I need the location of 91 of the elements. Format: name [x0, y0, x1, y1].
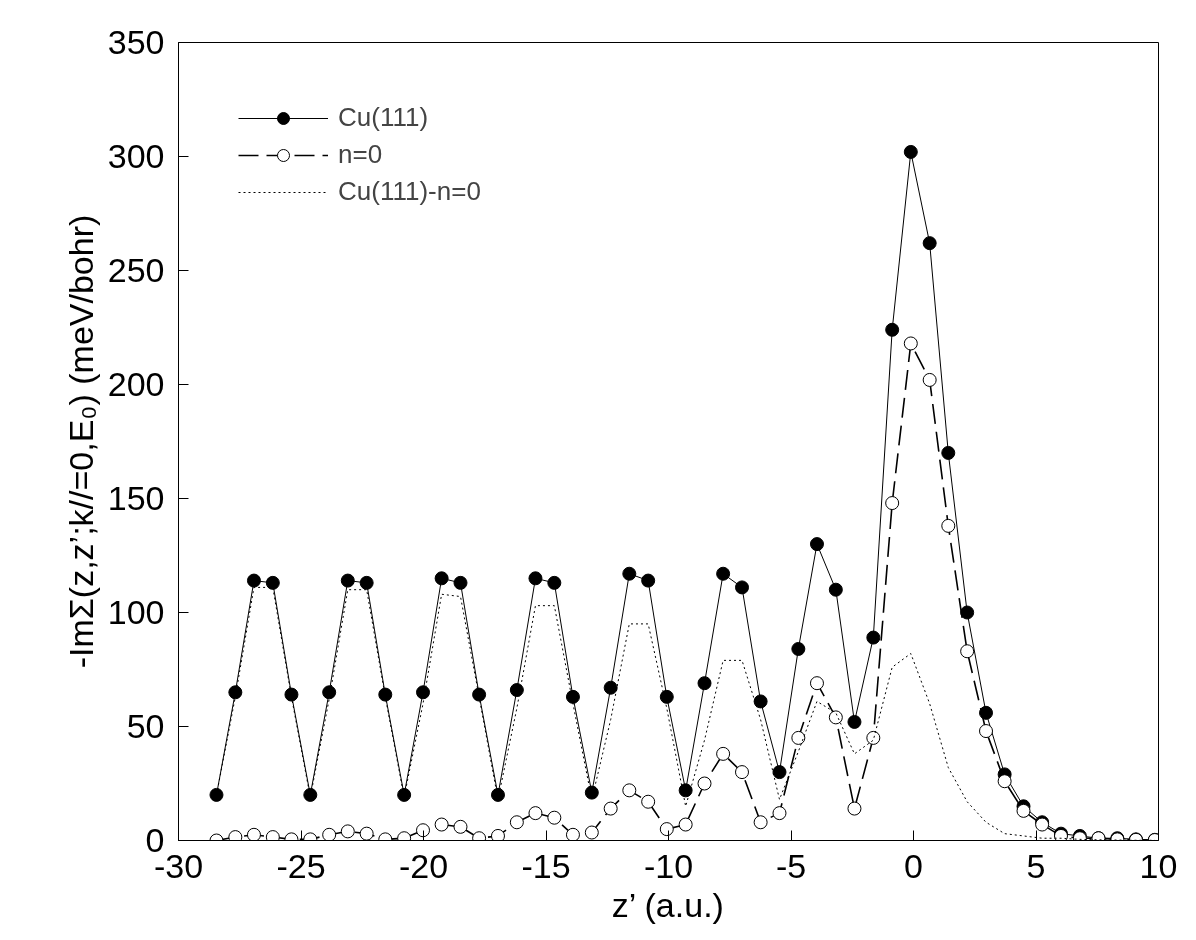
point [453, 575, 468, 590]
point [866, 730, 881, 745]
point [228, 685, 243, 700]
x-tick-label: 5 [1026, 846, 1046, 885]
point [735, 765, 749, 780]
point [922, 236, 937, 251]
point [509, 815, 524, 830]
point [659, 822, 674, 837]
x-tick-label: -25 [276, 846, 326, 885]
y-tick-label: 150 [107, 479, 165, 517]
y-tick-label: 300 [107, 137, 165, 175]
legend-label: Cu(111) [338, 102, 429, 133]
y-tick-label: 200 [107, 365, 165, 403]
y-tick-label: 100 [107, 593, 165, 631]
point [565, 689, 580, 704]
point [866, 630, 881, 645]
point [490, 787, 505, 802]
point [828, 710, 843, 725]
point [584, 785, 599, 800]
point [753, 815, 768, 830]
point [472, 687, 487, 702]
point [565, 827, 580, 841]
point [941, 518, 956, 533]
point [791, 730, 806, 745]
y-tick-label: 50 [126, 707, 165, 745]
point [809, 676, 824, 691]
point [659, 689, 674, 704]
x-tick-label: -10 [643, 846, 694, 885]
point [903, 144, 918, 159]
point [359, 575, 374, 590]
point [397, 787, 412, 802]
point [997, 774, 1012, 789]
point [340, 573, 355, 588]
point [246, 573, 261, 588]
point [416, 685, 431, 700]
x-tick-label: 10 [1139, 846, 1178, 885]
point [735, 580, 749, 595]
point [885, 322, 900, 337]
point [847, 714, 862, 729]
point [284, 687, 299, 702]
point [678, 783, 693, 798]
point [641, 794, 656, 809]
point [303, 787, 318, 802]
point [265, 830, 280, 841]
point [979, 724, 994, 739]
point [547, 575, 562, 590]
x-tick-label: -5 [775, 846, 807, 885]
x-tick-label: 0 [904, 846, 923, 885]
point [753, 694, 768, 709]
point [716, 566, 731, 581]
point [941, 445, 956, 460]
point [547, 810, 562, 825]
point [209, 787, 224, 802]
point [697, 676, 712, 691]
point [603, 801, 618, 816]
y-tick-label: 250 [107, 251, 165, 289]
legend-label: Cu(111)-n=0 [338, 176, 481, 207]
point [528, 571, 543, 586]
point [434, 571, 449, 586]
point [772, 806, 787, 821]
point [903, 336, 918, 351]
point [1016, 803, 1031, 818]
point [416, 823, 431, 838]
y-axis-title: -ImΣ(z,z’;k//=0,E₀) (meV/bohr) [61, 214, 100, 669]
point [622, 566, 637, 581]
point [246, 827, 261, 841]
point [828, 582, 843, 597]
point [641, 573, 656, 588]
point [772, 765, 787, 780]
x-axis-title: z’ (a.u.) [611, 885, 724, 924]
point [584, 825, 599, 840]
point [622, 783, 637, 798]
point [979, 705, 994, 720]
point [697, 776, 712, 791]
y-tick-label: 350 [107, 23, 165, 61]
point [322, 685, 337, 700]
point [791, 641, 806, 656]
point [716, 746, 731, 761]
point [434, 817, 449, 832]
point [378, 687, 393, 702]
point [509, 683, 524, 698]
point [265, 575, 280, 590]
point [359, 826, 374, 841]
point [490, 828, 505, 841]
point [922, 372, 937, 387]
x-tick-label: -15 [521, 846, 571, 885]
legend-label: n=0 [338, 139, 383, 170]
point [960, 605, 975, 620]
point [603, 680, 618, 695]
point [809, 537, 824, 552]
x-tick-label: -20 [398, 846, 449, 885]
